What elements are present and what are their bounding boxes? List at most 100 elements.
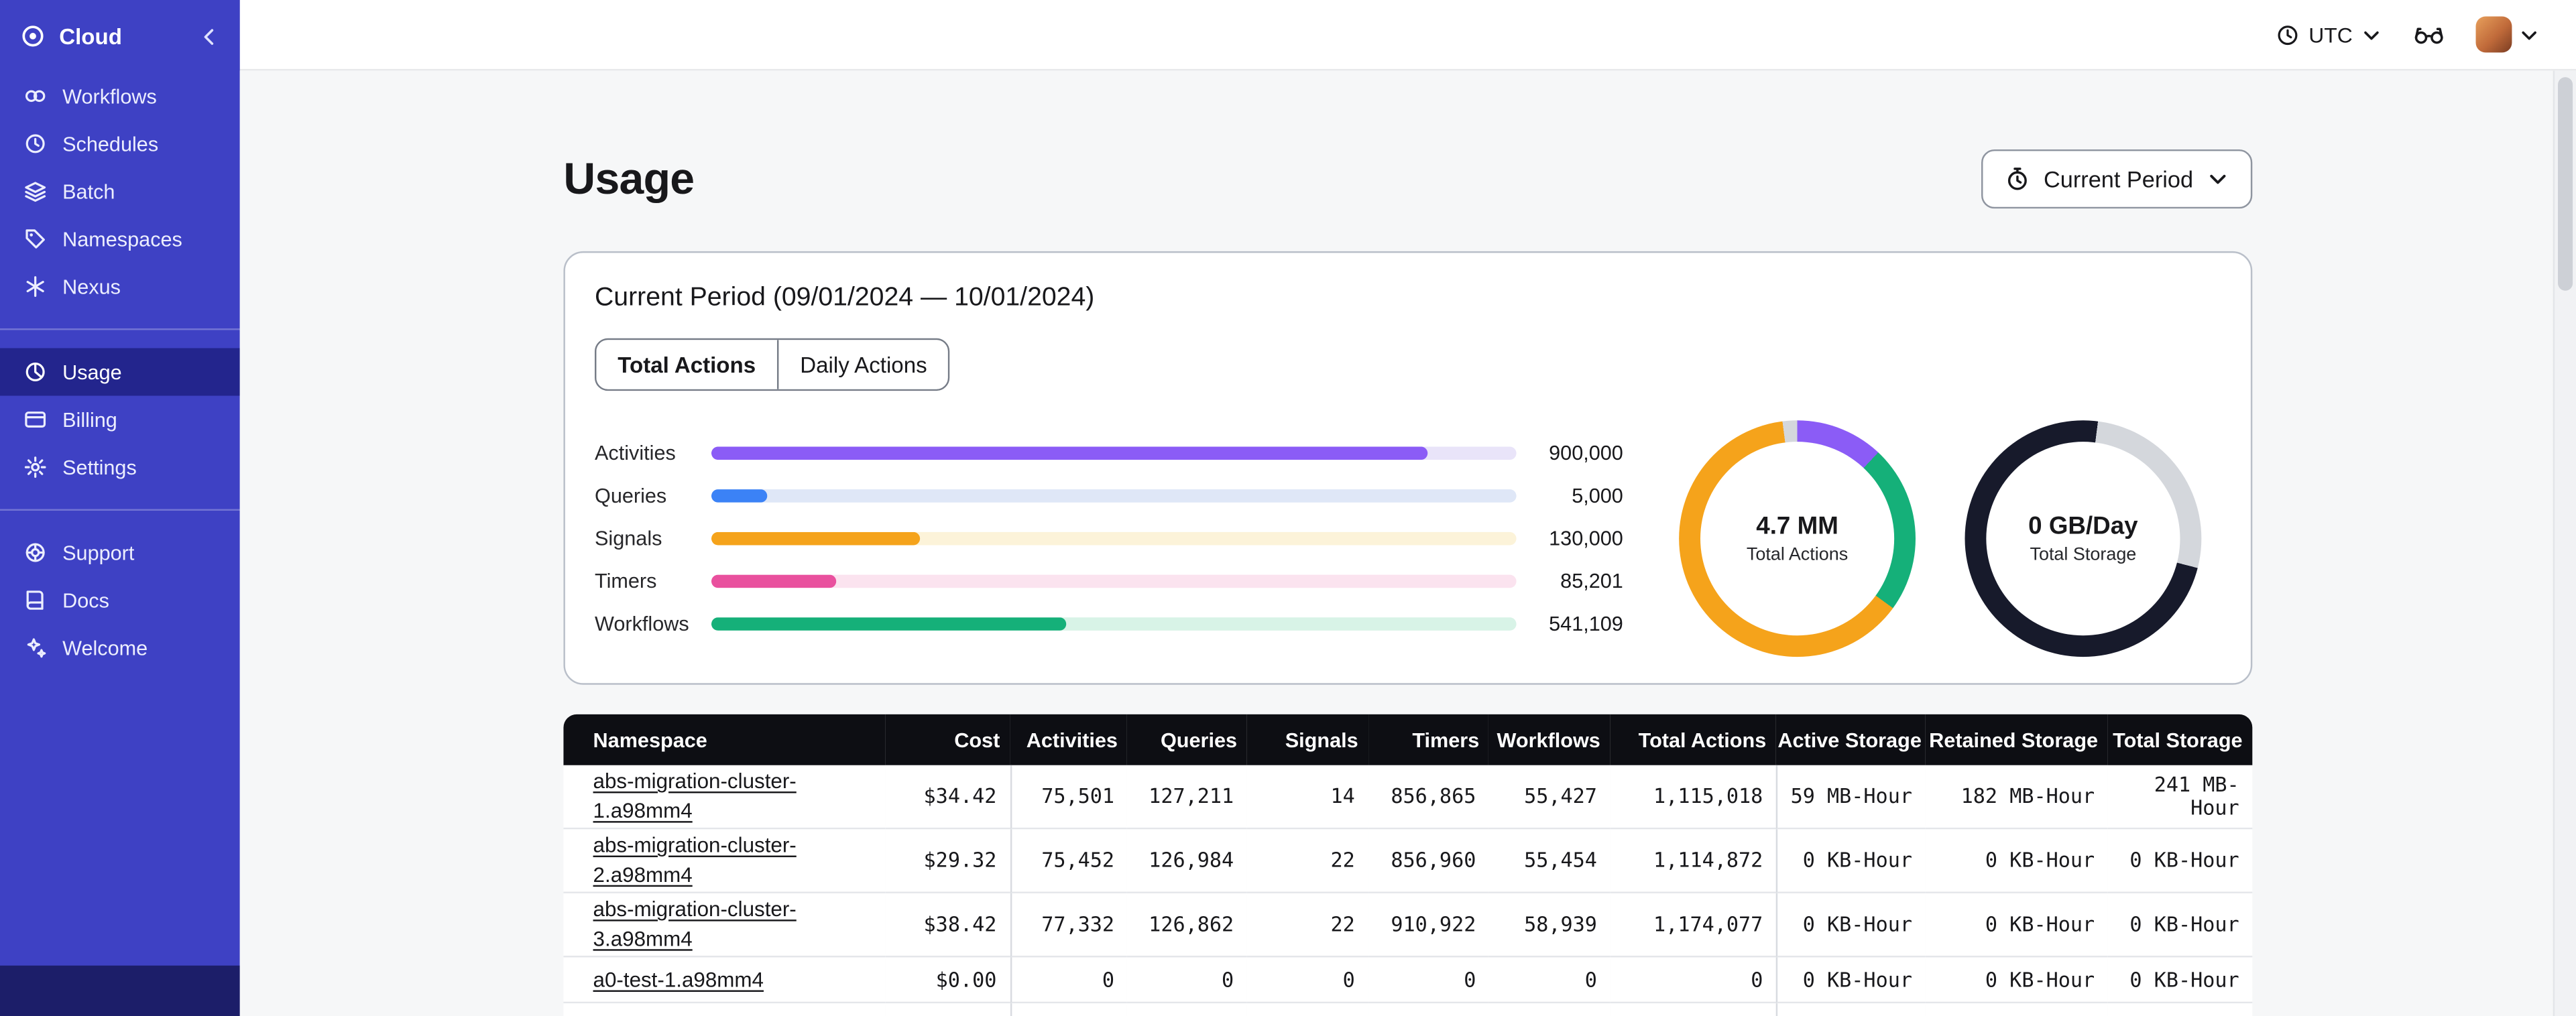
account-menu[interactable] [2475,16,2540,53]
topbar: UTC [239,0,2576,71]
donut-label: Total Actions [1746,545,1849,565]
sidebar-item-label: Welcome [62,636,148,659]
right-pane: UTC Usag [239,0,2576,1016]
table-cell: 22 [1246,829,1368,893]
table-cell: 0 KB-Hour [2107,829,2253,893]
donut-center: 4.7 MM Total Actions [1679,420,1916,657]
temporal-cloud-logo-icon [19,23,46,49]
chevron-down-icon [2518,24,2540,46]
namespace-link[interactable]: abs-migration-cluster-2.a98mm4 [593,832,797,887]
sidebar-divider [0,328,240,330]
bar-value: 85,201 [1560,570,1623,593]
table-cell: 0 KB-Hour [1925,893,2108,958]
table-cell: 127,211 [1127,765,1247,830]
table-row: a0-test-1.a98mm4 $0.00 0 0 0 0 0 0 0 KB-Hour 0 KB… [563,957,2253,1004]
sidebar-item-settings[interactable]: Settings [0,444,240,491]
usage-bar-chart: Activities 900,000 Queries 5,000 Signals 130,… [595,432,1623,645]
sidebar-item-namespaces[interactable]: Namespaces [0,215,240,263]
sidebar-item-welcome[interactable]: Welcome [0,624,240,672]
sidebar-item-schedules[interactable]: Schedules [0,120,240,168]
table-cell: 0 KB-Hour [2107,893,2253,958]
bar-track [711,531,1517,546]
scrollbar-thumb[interactable] [2558,77,2573,291]
table-cell: $0.00 [885,1003,1010,1016]
table-cell: 0 KB-Hour [1925,829,2108,893]
namespace-link[interactable]: a0-test-2.a98mm4 [593,1013,764,1016]
table-cell: 0 [1127,957,1247,1004]
sidebar-item-usage[interactable]: Usage [0,348,240,396]
table-cell: 856,960 [1368,829,1489,893]
table-cell: 0 KB-Hour [1775,957,1926,1004]
table-cell: $34.42 [885,765,1010,830]
sidebar-item-nexus[interactable]: Nexus [0,263,240,310]
usage-table: Namespace Cost Activities Queries Signals Tim… [563,714,2253,1016]
usage-icon [23,360,48,385]
glasses-icon[interactable] [2412,21,2446,48]
period-select-button[interactable]: Current Period [1981,149,2253,209]
total-actions-donut-ring [1679,420,1916,657]
bar-value: 541,109 [1549,612,1623,636]
collapse-sidebar-button[interactable] [198,25,220,47]
chart-row: Activities 900,000 Queries 5,000 Signals 130,… [595,420,2221,657]
column-header: Activities [1009,714,1128,765]
donut-2: 0 GB/Day Total Storage [1965,420,2202,657]
table-cell: 0 [1610,957,1776,1004]
sidebar: Cloud Workflows Schedules Batch Namespaces N… [0,0,240,1016]
bar-label: Activities [594,442,676,465]
sidebar-item-support[interactable]: Support [0,529,240,576]
namespace-link[interactable]: a0-test-1.a98mm4 [593,966,764,991]
usage-table-head-row: Namespace Cost Activities Queries Signals Tim… [563,714,2253,765]
bar-fill [711,531,921,546]
sidebar-item-billing[interactable]: Billing [0,396,240,444]
table-row: abs-migration-cluster-3.a98mm4 $38.42 77,3… [563,893,2253,958]
timezone-label: UTC [2308,22,2353,47]
timezone-selector[interactable]: UTC [2276,22,2382,47]
sidebar-item-batch[interactable]: Batch [0,168,240,215]
donut-value: 4.7 MM [1756,512,1838,541]
actions-tab-group: Total Actions Daily Actions [594,338,950,391]
sidebar-item-workflows[interactable]: Workflows [0,72,240,120]
stopwatch-icon [2004,166,2030,192]
tab-total-actions[interactable]: Total Actions [596,340,777,389]
table-cell: 1,114,872 [1610,829,1776,893]
column-header: Signals [1246,714,1368,765]
namespace-link[interactable]: abs-migration-cluster-1.a98mm4 [593,768,797,823]
sidebar-item-label: Support [62,541,135,564]
table-cell: 0 KB-Hour [2107,957,2253,1004]
table-cell: 0 KB-Hour [1775,1003,1926,1016]
table-cell: 0 [1488,1003,1611,1016]
namespace-link[interactable]: abs-migration-cluster-3.a98mm4 [593,896,797,951]
namespaces-icon [23,227,48,251]
column-header: Timers [1368,714,1489,765]
table-cell: 0 [1246,1003,1368,1016]
namespace-cell: abs-migration-cluster-2.a98mm4 [563,829,886,893]
table-cell: 0 [1368,1003,1489,1016]
column-header: Workflows [1488,714,1611,765]
column-header: Cost [885,714,1010,765]
table-cell: 77,332 [1009,893,1128,958]
sidebar-item-label: Settings [62,455,137,479]
bar-fill [711,617,1066,631]
sidebar-header: Cloud [0,0,240,72]
bar-row-timers: Timers 85,201 [595,560,1623,603]
table-cell: 58,939 [1488,893,1611,958]
sidebar-item-docs[interactable]: Docs [0,576,240,624]
vertical-scrollbar[interactable] [2553,70,2576,1016]
usage-table-body: abs-migration-cluster-1.a98mm4 $34.42 75,5… [563,765,2253,1016]
donut-center: 0 GB/Day Total Storage [1965,420,2201,657]
sidebar-item-label: Schedules [62,132,159,155]
table-cell: $29.32 [885,829,1010,893]
schedules-icon [23,131,48,156]
chevron-down-icon [2207,168,2229,190]
tab-daily-actions[interactable]: Daily Actions [776,340,949,389]
chevron-left-icon [198,25,220,47]
period-select-label: Current Period [2043,166,2194,192]
settings-icon [23,455,48,480]
namespace-cell: a0-test-2.a98mm4 [563,1003,886,1016]
bar-track [711,617,1517,631]
bar-fill [711,574,837,588]
table-cell: 0 KB-Hour [1775,893,1926,958]
donut-label: Total Storage [2030,545,2137,565]
welcome-icon [23,635,48,660]
